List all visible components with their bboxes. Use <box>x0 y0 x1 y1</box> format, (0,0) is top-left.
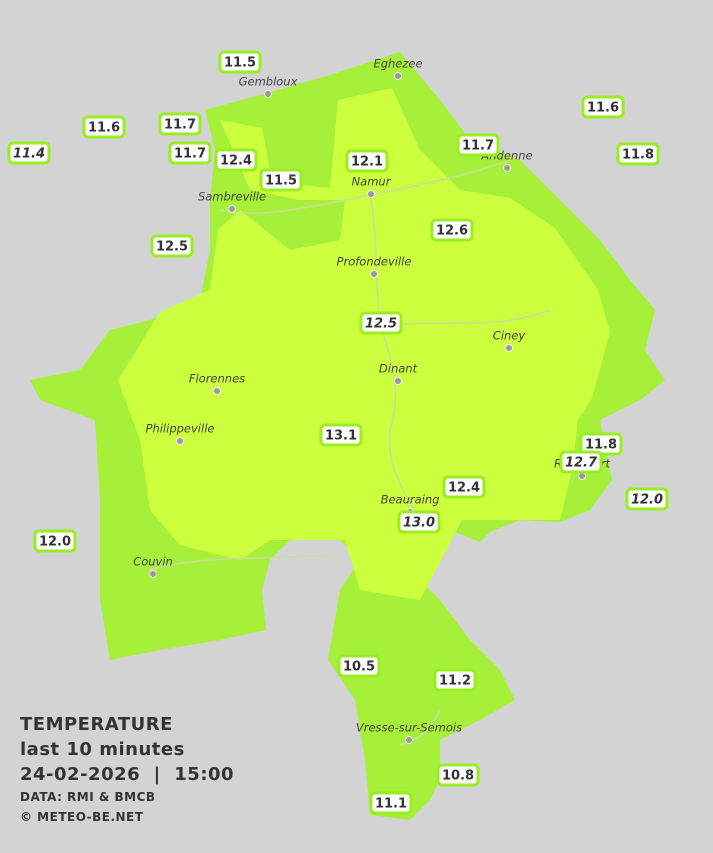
station-temperature: 12.4 <box>220 154 252 169</box>
station-box <box>158 112 202 136</box>
station-temperature: 12.6 <box>436 224 468 239</box>
station-temperature: 10.5 <box>343 660 375 675</box>
city-name: Sambreville <box>198 190 266 204</box>
city-dot <box>405 736 413 744</box>
station-temperature: 11.1 <box>375 797 407 812</box>
station-box <box>337 654 381 678</box>
station-temperature: 11.6 <box>88 121 120 136</box>
city-name: Dinant <box>379 362 418 376</box>
city-dot <box>505 344 513 352</box>
station-box <box>397 510 441 534</box>
station-temperature: 11.7 <box>462 139 494 154</box>
station-temperature: 11.8 <box>585 438 617 453</box>
city-dot <box>149 570 157 578</box>
city-name: Eghezee <box>373 57 422 71</box>
legend: TEMPERATURE last 10 minutes 24-02-2026 |… <box>20 712 234 827</box>
station-box <box>559 450 603 474</box>
city-name: Florennes <box>189 372 245 386</box>
station-box <box>82 115 126 139</box>
city-name: Couvin <box>133 555 173 569</box>
legend-subtitle: last 10 minutes <box>20 739 185 760</box>
station-temperature: 12.5 <box>156 240 188 255</box>
station-box <box>436 763 480 787</box>
station-box <box>359 311 403 335</box>
city-name: Vresse-sur-Semois <box>356 721 462 735</box>
city-name: Ciney <box>493 329 526 343</box>
city-dot <box>367 190 375 198</box>
station-temperature: 11.7 <box>174 147 206 162</box>
station-temperature: 12.0 <box>39 535 71 550</box>
station-box <box>430 218 474 242</box>
province-warm <box>118 88 610 600</box>
station-temperature: 12.4 <box>448 481 480 496</box>
station-box <box>625 487 669 511</box>
legend-source: DATA: RMI & BMCB <box>20 790 156 804</box>
city-dot <box>394 377 402 385</box>
city-name: Philippeville <box>146 422 215 436</box>
station-box <box>442 475 486 499</box>
station-box <box>168 141 212 165</box>
station-temperature: 12.0 <box>631 493 663 508</box>
city-dot <box>264 90 272 98</box>
station-box <box>345 149 389 173</box>
city-dot <box>503 164 511 172</box>
city-dot <box>394 72 402 80</box>
city-name: Gembloux <box>239 75 298 89</box>
station-box <box>218 50 262 74</box>
station-temperature: 11.4 <box>13 147 45 162</box>
station-temperature: 13.1 <box>325 429 357 444</box>
station-box <box>33 529 77 553</box>
station-box <box>369 791 413 815</box>
station-temperature: 11.2 <box>439 674 471 689</box>
station-box <box>319 423 363 447</box>
station-box <box>7 141 51 165</box>
station-temperature: 12.7 <box>565 456 598 471</box>
station-temperature: 11.8 <box>622 148 654 163</box>
legend-datetime: 24-02-2026 | 15:00 <box>20 764 235 785</box>
station-box <box>456 133 500 157</box>
station-temperature: 13.0 <box>403 516 435 531</box>
station-temperature: 12.5 <box>365 317 397 332</box>
legend-title: TEMPERATURE <box>20 714 173 735</box>
city-dot <box>578 472 586 480</box>
station-box <box>433 668 477 692</box>
station-temperature: 12.1 <box>351 155 383 170</box>
city-name: Namur <box>352 175 392 189</box>
city-dot <box>176 437 184 445</box>
station-box <box>581 95 625 119</box>
station-temperature: 11.7 <box>164 118 196 133</box>
city-dot <box>213 387 221 395</box>
city-name: Profondeville <box>337 255 412 269</box>
city-dot <box>370 270 378 278</box>
station-temperature: 10.8 <box>442 769 474 784</box>
legend-copyright: © METEO-BE.NET <box>20 810 144 824</box>
station-temperature: 11.5 <box>224 56 256 71</box>
station-box <box>616 142 660 166</box>
station-box <box>259 168 303 192</box>
station-temperature: 11.6 <box>587 101 619 116</box>
city-name: Beauraing <box>381 493 440 507</box>
city-dot <box>228 205 236 213</box>
station-temperature: 11.5 <box>265 174 297 189</box>
station-box <box>150 234 194 258</box>
station-box <box>214 148 258 172</box>
